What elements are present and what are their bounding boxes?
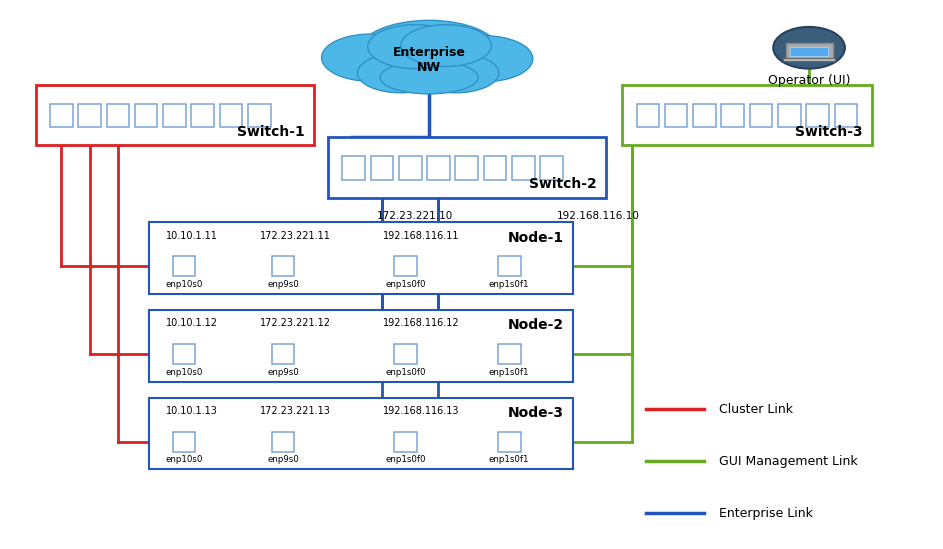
Text: enp10s0: enp10s0 bbox=[165, 456, 203, 464]
FancyBboxPatch shape bbox=[622, 85, 872, 145]
FancyBboxPatch shape bbox=[248, 104, 271, 127]
Text: enp9s0: enp9s0 bbox=[267, 279, 299, 289]
Ellipse shape bbox=[435, 36, 533, 82]
FancyBboxPatch shape bbox=[498, 432, 521, 451]
Ellipse shape bbox=[368, 25, 462, 69]
FancyBboxPatch shape bbox=[78, 104, 101, 127]
FancyBboxPatch shape bbox=[342, 156, 365, 180]
FancyBboxPatch shape bbox=[149, 222, 573, 294]
Text: Node-1: Node-1 bbox=[507, 231, 564, 245]
FancyBboxPatch shape bbox=[394, 344, 417, 363]
Text: Cluster Link: Cluster Link bbox=[719, 402, 792, 416]
FancyBboxPatch shape bbox=[721, 104, 744, 127]
Text: enp1s0f1: enp1s0f1 bbox=[489, 456, 529, 464]
Ellipse shape bbox=[322, 34, 420, 81]
Text: Node-3: Node-3 bbox=[508, 406, 564, 421]
FancyBboxPatch shape bbox=[498, 344, 521, 363]
Text: enp1s0f1: enp1s0f1 bbox=[489, 279, 529, 289]
Text: 192.168.116.13: 192.168.116.13 bbox=[383, 406, 459, 416]
Text: enp10s0: enp10s0 bbox=[165, 279, 203, 289]
Text: Switch-3: Switch-3 bbox=[795, 125, 863, 139]
Text: Enterprise Link: Enterprise Link bbox=[719, 507, 813, 520]
FancyBboxPatch shape bbox=[778, 104, 801, 127]
Circle shape bbox=[773, 27, 845, 69]
Text: 192.168.116.11: 192.168.116.11 bbox=[383, 231, 459, 240]
FancyBboxPatch shape bbox=[149, 398, 573, 469]
FancyBboxPatch shape bbox=[173, 344, 195, 363]
Text: enp10s0: enp10s0 bbox=[165, 368, 203, 377]
FancyBboxPatch shape bbox=[394, 432, 417, 451]
FancyBboxPatch shape bbox=[540, 156, 563, 180]
FancyBboxPatch shape bbox=[50, 104, 73, 127]
FancyBboxPatch shape bbox=[107, 104, 129, 127]
FancyBboxPatch shape bbox=[750, 104, 772, 127]
FancyBboxPatch shape bbox=[786, 43, 833, 59]
FancyBboxPatch shape bbox=[371, 156, 393, 180]
Text: 172.23.221.11: 172.23.221.11 bbox=[260, 231, 331, 240]
Text: 192.168.116.10: 192.168.116.10 bbox=[556, 211, 639, 221]
Text: 172.23.221.13: 172.23.221.13 bbox=[260, 406, 331, 416]
Ellipse shape bbox=[412, 53, 499, 93]
Ellipse shape bbox=[357, 53, 444, 93]
FancyBboxPatch shape bbox=[220, 104, 242, 127]
FancyBboxPatch shape bbox=[135, 104, 157, 127]
FancyBboxPatch shape bbox=[163, 104, 186, 127]
FancyBboxPatch shape bbox=[36, 85, 314, 145]
FancyBboxPatch shape bbox=[173, 432, 195, 451]
Text: 192.168.116.12: 192.168.116.12 bbox=[383, 318, 459, 328]
Text: enp1s0f0: enp1s0f0 bbox=[386, 279, 425, 289]
FancyBboxPatch shape bbox=[790, 47, 828, 56]
Text: Enterprise
NW: Enterprise NW bbox=[392, 46, 466, 75]
Text: enp9s0: enp9s0 bbox=[267, 456, 299, 464]
Text: Operator (UI): Operator (UI) bbox=[768, 74, 851, 87]
FancyBboxPatch shape bbox=[512, 156, 535, 180]
FancyBboxPatch shape bbox=[272, 344, 294, 363]
FancyBboxPatch shape bbox=[272, 432, 294, 451]
FancyBboxPatch shape bbox=[455, 156, 478, 180]
Ellipse shape bbox=[358, 20, 500, 84]
FancyBboxPatch shape bbox=[272, 256, 294, 276]
Text: 10.10.1.12: 10.10.1.12 bbox=[166, 318, 218, 328]
Text: 10.10.1.11: 10.10.1.11 bbox=[166, 231, 218, 240]
FancyBboxPatch shape bbox=[427, 156, 450, 180]
FancyBboxPatch shape bbox=[806, 104, 829, 127]
Ellipse shape bbox=[401, 25, 491, 66]
Text: Switch-1: Switch-1 bbox=[237, 125, 305, 139]
Text: enp1s0f0: enp1s0f0 bbox=[386, 368, 425, 377]
Text: GUI Management Link: GUI Management Link bbox=[719, 455, 857, 468]
FancyBboxPatch shape bbox=[149, 310, 573, 382]
Text: enp1s0f0: enp1s0f0 bbox=[386, 456, 425, 464]
FancyBboxPatch shape bbox=[783, 58, 835, 61]
FancyBboxPatch shape bbox=[191, 104, 214, 127]
FancyBboxPatch shape bbox=[665, 104, 687, 127]
Text: Switch-2: Switch-2 bbox=[529, 177, 597, 191]
FancyBboxPatch shape bbox=[835, 104, 857, 127]
FancyBboxPatch shape bbox=[484, 156, 506, 180]
Text: enp9s0: enp9s0 bbox=[267, 368, 299, 377]
Text: 172.23.221.12: 172.23.221.12 bbox=[260, 318, 331, 328]
FancyBboxPatch shape bbox=[693, 104, 716, 127]
Text: enp1s0f1: enp1s0f1 bbox=[489, 368, 529, 377]
FancyBboxPatch shape bbox=[498, 256, 521, 276]
Text: 172.23.221.10: 172.23.221.10 bbox=[377, 211, 454, 221]
FancyBboxPatch shape bbox=[394, 256, 417, 276]
Text: Node-2: Node-2 bbox=[507, 318, 564, 333]
Text: 10.10.1.13: 10.10.1.13 bbox=[166, 406, 218, 416]
FancyBboxPatch shape bbox=[173, 256, 195, 276]
FancyBboxPatch shape bbox=[637, 104, 659, 127]
Ellipse shape bbox=[380, 61, 478, 94]
FancyBboxPatch shape bbox=[328, 137, 606, 198]
FancyBboxPatch shape bbox=[399, 156, 422, 180]
